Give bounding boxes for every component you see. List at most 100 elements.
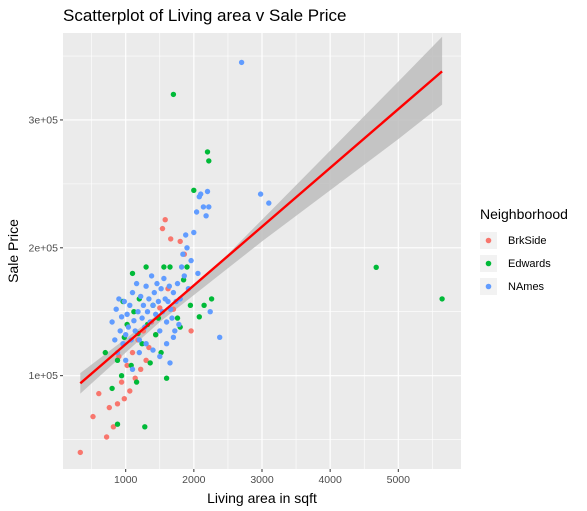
y-axis-title: Sale Price: [5, 219, 21, 283]
data-point: [178, 264, 185, 270]
data-point: [138, 366, 144, 372]
data-point: [266, 200, 272, 206]
data-point: [136, 349, 142, 356]
data-point: [77, 449, 84, 456]
data-point: [172, 328, 178, 334]
data-point: [129, 366, 136, 372]
data-point: [157, 305, 163, 311]
data-point: [102, 349, 109, 356]
data-point: [208, 296, 215, 302]
data-point: [124, 311, 130, 317]
data-point: [127, 388, 133, 394]
data-point: [188, 328, 194, 334]
x-tick-label: 5000: [387, 474, 411, 486]
data-point: [106, 404, 113, 411]
data-point: [123, 357, 129, 363]
data-point: [114, 401, 121, 407]
legend-item-edwards: Edwards: [480, 255, 551, 272]
data-point: [188, 257, 194, 264]
data-point: [198, 191, 204, 197]
x-axis-title: Living area in sqft: [207, 490, 317, 506]
legend-key-dot: [485, 283, 492, 290]
fit-line-layer: [79, 70, 443, 385]
data-point: [124, 362, 130, 369]
data-point: [121, 396, 128, 402]
data-point: [150, 347, 156, 353]
data-point: [191, 229, 197, 236]
legend-label: Edwards: [508, 258, 551, 270]
data-point: [114, 421, 121, 427]
data-point: [112, 337, 118, 343]
data-point: [157, 353, 163, 360]
data-point: [162, 217, 168, 223]
data-point: [439, 296, 445, 302]
data-point: [129, 289, 136, 296]
data-point: [148, 273, 155, 279]
data-point: [184, 245, 190, 251]
data-point: [147, 360, 153, 366]
data-point: [200, 204, 207, 210]
data-point: [109, 385, 115, 392]
data-point: [143, 283, 149, 289]
data-point: [165, 298, 171, 305]
data-point: [125, 324, 132, 330]
data-point: [169, 315, 175, 321]
legend-label: NAmes: [508, 281, 545, 293]
y-axis: 1e+05 2e+05 3e+05: [29, 114, 63, 382]
data-point: [163, 375, 170, 381]
data-point: [206, 158, 212, 164]
data-point: [109, 319, 115, 325]
data-point: [170, 289, 177, 296]
data-point: [187, 302, 194, 308]
data-point: [167, 264, 173, 270]
data-point: [191, 187, 197, 193]
data-point: [129, 270, 136, 277]
data-point: [184, 264, 190, 270]
data-point: [114, 357, 121, 363]
data-point: [154, 280, 160, 287]
data-point: [167, 360, 173, 366]
data-point: [196, 314, 202, 320]
data-point: [127, 302, 133, 308]
data-point: [143, 357, 149, 363]
data-point: [118, 379, 125, 385]
x-tick-label: 1000: [114, 474, 138, 486]
data-point: [151, 289, 157, 296]
data-point: [118, 373, 125, 379]
data-point: [131, 309, 137, 315]
chart-title: Scatterplot of Living area v Sale Price: [63, 6, 346, 25]
data-point: [121, 298, 128, 305]
data-point: [181, 273, 187, 279]
data-point: [257, 191, 264, 197]
legend: Neighborhood BrkSide Edwards NAmes: [480, 206, 568, 295]
y-tick-label: 3e+05: [29, 114, 59, 126]
legend-label: BrkSide: [508, 235, 547, 247]
data-point: [204, 188, 211, 195]
data-point: [180, 251, 186, 257]
data-point: [163, 341, 170, 347]
data-point: [146, 296, 152, 302]
data-point: [143, 341, 149, 347]
data-point: [116, 296, 122, 302]
data-point: [163, 319, 170, 325]
data-point: [140, 302, 147, 308]
x-tick-label: 4000: [318, 474, 342, 486]
data-point: [161, 275, 167, 282]
legend-item-brkside: BrkSide: [480, 232, 547, 249]
data-point: [139, 341, 145, 347]
data-point: [168, 236, 174, 242]
data-point: [143, 264, 149, 270]
legend-title: Neighborhood: [480, 206, 568, 222]
y-tick-label: 2e+05: [29, 242, 59, 254]
data-point: [207, 309, 213, 315]
data-point: [176, 321, 182, 328]
data-point: [117, 328, 123, 334]
data-point: [131, 318, 137, 324]
grid-major: [63, 33, 461, 469]
data-point: [373, 264, 379, 270]
data-point: [133, 280, 140, 287]
x-axis: 1000 2000 3000 4000 5000: [114, 469, 410, 486]
data-point: [142, 424, 148, 430]
legend-items: BrkSide Edwards NAmes: [480, 232, 551, 295]
